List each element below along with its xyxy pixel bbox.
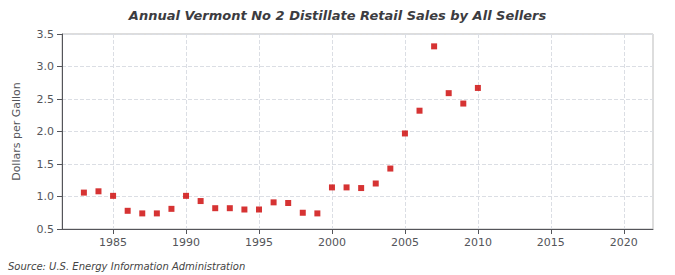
svg-text:Dollars per Gallon: Dollars per Gallon xyxy=(10,82,23,181)
svg-text:2.0: 2.0 xyxy=(37,125,55,138)
svg-text:2.5: 2.5 xyxy=(37,93,55,106)
svg-text:0.5: 0.5 xyxy=(37,223,55,236)
svg-text:1.5: 1.5 xyxy=(37,158,55,171)
svg-text:Annual Vermont No 2 Distillate: Annual Vermont No 2 Distillate Retail Sa… xyxy=(128,8,547,23)
svg-text:2000: 2000 xyxy=(318,236,346,249)
svg-text:2010: 2010 xyxy=(464,236,492,249)
svg-text:1990: 1990 xyxy=(172,236,200,249)
svg-text:3.0: 3.0 xyxy=(37,60,55,73)
svg-text:1985: 1985 xyxy=(99,236,127,249)
svg-text:2015: 2015 xyxy=(537,236,565,249)
svg-text:1995: 1995 xyxy=(245,236,273,249)
svg-text:2020: 2020 xyxy=(610,236,638,249)
svg-text:Source: U.S. Energy Informatio: Source: U.S. Energy Information Administ… xyxy=(8,261,245,272)
svg-text:1.0: 1.0 xyxy=(37,190,55,203)
svg-text:2005: 2005 xyxy=(391,236,419,249)
svg-text:3.5: 3.5 xyxy=(37,28,55,41)
